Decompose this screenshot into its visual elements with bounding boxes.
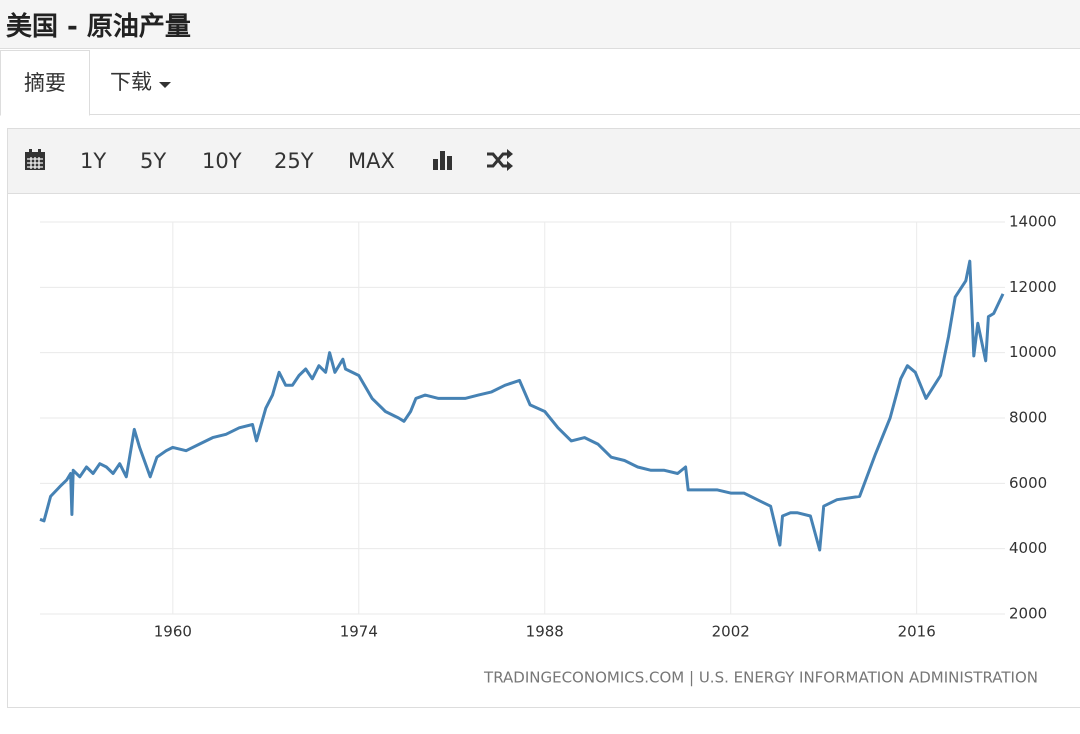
- calendar-icon[interactable]: [24, 149, 46, 171]
- page-title: 美国 - 原油产量: [6, 12, 191, 42]
- y-tick-label: 8000: [1009, 409, 1047, 427]
- toolbar: 1Y 5Y 10Y 25Y MAX: [7, 128, 1080, 194]
- x-tick-label: 2016: [898, 623, 936, 641]
- source: TRADINGECONOMICS.COM | U.S. ENERGY INFOR…: [483, 669, 1038, 687]
- chart-panel: [7, 193, 1080, 708]
- title-bar: 美国 - 原油产量: [0, 0, 1080, 49]
- caret: [158, 82, 171, 88]
- tab[interactable]: 下载: [110, 50, 171, 114]
- y-tick-label: 4000: [1009, 539, 1047, 557]
- range-button[interactable]: MAX: [348, 149, 395, 173]
- bar-icon[interactable]: [432, 149, 454, 171]
- range-button[interactable]: 5Y: [140, 149, 167, 173]
- y-tick-label: 12000: [1009, 278, 1057, 296]
- shuffle-icon[interactable]: [486, 149, 514, 171]
- range-button[interactable]: 25Y: [274, 149, 314, 173]
- x-tick-label: 1974: [340, 623, 378, 641]
- x-tick-label: 1988: [526, 623, 564, 641]
- y-tick-label: 6000: [1009, 474, 1047, 492]
- tab-bar: 摘要 下载: [0, 50, 1080, 116]
- tab-label[interactable]: 下载: [110, 70, 152, 94]
- y-tick-label: 10000: [1009, 343, 1057, 361]
- x-tick-label: 2002: [712, 623, 750, 641]
- range-button[interactable]: 10Y: [202, 149, 242, 173]
- y-tick-label: 14000: [1009, 213, 1057, 231]
- range-button[interactable]: 1Y: [80, 149, 107, 173]
- x-tick-label: 1960: [154, 623, 192, 641]
- tab[interactable]: 摘要: [0, 50, 90, 116]
- y-tick-label: 2000: [1009, 605, 1047, 623]
- data-line: [39, 259, 1005, 552]
